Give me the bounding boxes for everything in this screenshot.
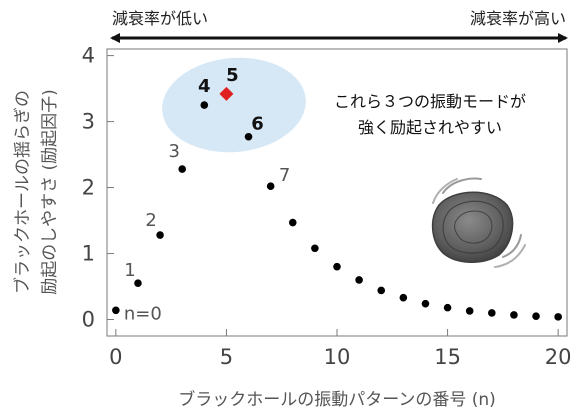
point-n5 bbox=[219, 86, 234, 101]
point-n0 bbox=[112, 306, 120, 315]
point-n8 bbox=[288, 218, 297, 227]
point-label-n6: 6 bbox=[251, 114, 264, 135]
y-axis-title-line2: 励起のしやすさ (励起因子) bbox=[40, 89, 60, 295]
point-label-n1: 1 bbox=[124, 260, 135, 281]
point-n12 bbox=[377, 286, 386, 295]
point-n7 bbox=[266, 182, 275, 191]
point-n6 bbox=[244, 132, 253, 141]
annotation-line1: これら３つの振動モードが bbox=[334, 92, 526, 111]
point-n17 bbox=[488, 309, 496, 317]
point-label-n5: 5 bbox=[226, 65, 239, 86]
point-n15 bbox=[443, 303, 452, 312]
point-n3 bbox=[178, 165, 186, 173]
y-axis-title-line1: ブラックホールの揺らぎの bbox=[12, 90, 33, 294]
y-tick-label-1: 1 bbox=[82, 242, 95, 266]
point-n1 bbox=[134, 279, 142, 288]
point-label-n3: 3 bbox=[168, 141, 179, 162]
y-tick-label-0: 0 bbox=[82, 308, 95, 332]
x-tick-label-3: 15 bbox=[434, 345, 461, 369]
highlight-region bbox=[162, 57, 306, 153]
y-tick-label-4: 4 bbox=[82, 44, 95, 68]
point-n20 bbox=[554, 313, 562, 321]
arrow-right-label: 減衰率が高い bbox=[470, 9, 566, 28]
point-label-n4: 4 bbox=[198, 76, 211, 97]
axis-ticks bbox=[107, 55, 559, 336]
annotation-line2: 強く励起されやすい bbox=[358, 118, 502, 137]
point-n4 bbox=[200, 101, 209, 109]
x-tick-label-0: 0 bbox=[109, 345, 122, 369]
point-n16 bbox=[465, 307, 474, 315]
point-n14 bbox=[421, 299, 430, 308]
point-label-n2: 2 bbox=[145, 210, 156, 231]
data-points bbox=[112, 86, 562, 321]
point-n11 bbox=[355, 276, 363, 284]
point-n10 bbox=[333, 262, 341, 271]
damping-arrow: 減衰率が低い 減衰率が高い bbox=[110, 9, 568, 43]
point-n19 bbox=[532, 312, 540, 321]
black-hole-illustration-icon bbox=[431, 177, 526, 268]
point-n9 bbox=[311, 244, 319, 253]
y-tick-label-3: 3 bbox=[82, 110, 95, 134]
x-tick-label-4: 20 bbox=[545, 345, 572, 369]
point-n2 bbox=[156, 231, 164, 239]
point-n18 bbox=[510, 311, 518, 319]
point-label-n7: 7 bbox=[279, 165, 290, 186]
y-tick-label-2: 2 bbox=[82, 176, 95, 200]
y-axis-title: ブラックホールの揺らぎの 励起のしやすさ (励起因子) bbox=[12, 89, 60, 295]
point-labels: n=0 1 2 3 45 6 7 bbox=[124, 65, 291, 324]
point-label-n0: n=0 bbox=[124, 303, 162, 324]
x-tick-label-1: 5 bbox=[220, 345, 233, 369]
point-n13 bbox=[399, 293, 408, 302]
x-axis-title: ブラックホールの振動パターンの番号 (n) bbox=[178, 389, 496, 410]
x-tick-label-2: 10 bbox=[324, 345, 351, 369]
arrow-left-label: 減衰率が低い bbox=[112, 9, 208, 28]
